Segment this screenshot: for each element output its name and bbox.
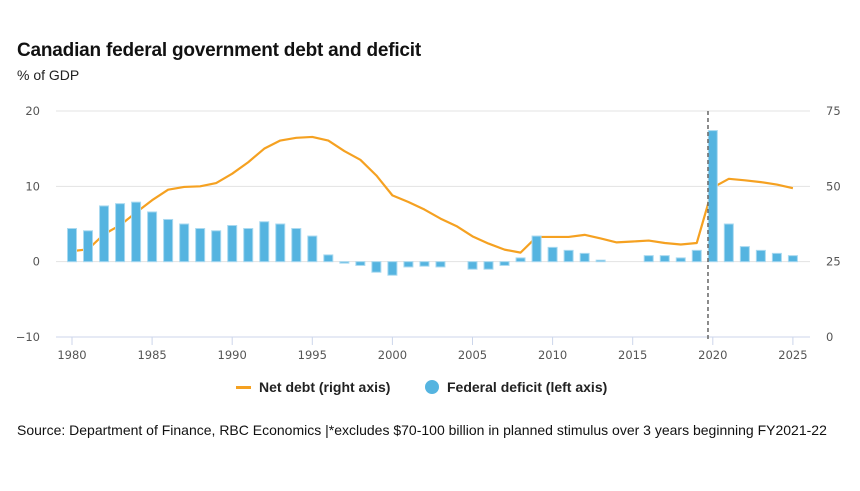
deficit-bar	[339, 261, 350, 264]
deficit-bar	[483, 261, 494, 270]
source-note: Source: Department of Finance, RBC Econo…	[17, 422, 827, 438]
deficit-bar	[403, 261, 414, 268]
deficit-bar	[675, 257, 686, 263]
deficit-bar	[195, 228, 206, 263]
deficit-bar	[131, 201, 142, 263]
left-tick-label: 10	[25, 179, 40, 193]
deficit-bar	[723, 223, 734, 263]
deficit-bar	[355, 261, 366, 266]
deficit-bar	[707, 130, 718, 263]
deficit-bar	[227, 225, 238, 263]
deficit-bar	[595, 259, 606, 263]
x-tick-label: 2015	[618, 348, 647, 362]
deficit-bar	[563, 249, 574, 263]
x-tick-label: 2010	[538, 348, 567, 362]
x-tick-label: 1990	[218, 348, 247, 362]
left-tick-label: −10	[16, 330, 40, 344]
left-tick-label: 20	[25, 104, 40, 118]
left-axis: 20 10 0 −10	[16, 104, 40, 344]
deficit-bar	[179, 223, 190, 263]
chart-title: Canadian federal government debt and def…	[17, 40, 421, 61]
deficit-bar	[83, 230, 94, 263]
deficit-bar	[99, 205, 110, 263]
deficit-bar	[275, 223, 286, 263]
x-tick-label: 2005	[458, 348, 487, 362]
left-tick-label: 0	[33, 255, 40, 269]
deficit-bar	[115, 203, 126, 263]
deficit-bar	[291, 228, 302, 263]
deficit-bar	[307, 235, 318, 263]
legend-item-federal-deficit[interactable]: Federal deficit (left axis)	[425, 379, 607, 395]
legend-label-federal-deficit: Federal deficit (left axis)	[447, 379, 608, 395]
x-tick-label: 2025	[778, 348, 807, 362]
right-axis: 75 50 25 0	[826, 104, 841, 344]
net-debt-series	[71, 135, 794, 254]
legend-label-net-debt: Net debt (right axis)	[259, 379, 391, 395]
deficit-bar	[691, 249, 702, 263]
deficit-bar	[467, 261, 478, 270]
deficit-bar	[547, 246, 558, 263]
right-tick-label: 0	[826, 330, 833, 344]
x-axis: 1980 1985 1990 1995 2000 2005 2010 2015 2020 2025	[56, 336, 810, 362]
deficit-bar	[211, 230, 222, 263]
deficit-bar	[787, 255, 798, 263]
net-debt-line	[71, 135, 794, 254]
deficit-bar	[643, 255, 654, 263]
x-tick-label: 1980	[57, 348, 86, 362]
deficit-bar	[579, 252, 590, 263]
deficit-bar	[531, 235, 542, 263]
federal-deficit-series	[67, 130, 798, 276]
right-tick-label: 50	[826, 179, 841, 193]
right-tick-label: 75	[826, 104, 841, 118]
deficit-bar	[323, 254, 334, 263]
x-tick-label: 2000	[378, 348, 407, 362]
deficit-bar	[259, 221, 270, 263]
legend: Net debt (right axis) Federal deficit (l…	[0, 379, 860, 401]
x-tick-label: 2020	[698, 348, 727, 362]
deficit-bar	[419, 261, 430, 267]
deficit-bar	[515, 257, 526, 263]
deficit-bar	[147, 211, 158, 263]
deficit-bar	[243, 228, 254, 263]
legend-item-net-debt[interactable]: Net debt (right axis)	[236, 379, 390, 395]
deficit-bar	[659, 255, 670, 263]
deficit-bar	[771, 252, 782, 263]
circle-swatch-icon	[425, 380, 439, 394]
x-tick-label: 1985	[137, 348, 166, 362]
deficit-bar	[371, 261, 382, 273]
deficit-bar	[163, 218, 174, 263]
deficit-bar	[755, 249, 766, 263]
deficit-bar	[739, 246, 750, 263]
chart-subtitle: % of GDP	[17, 67, 80, 83]
deficit-bar	[67, 228, 77, 263]
right-tick-label: 25	[826, 255, 841, 269]
deficit-bar	[499, 261, 510, 266]
x-tick-label: 1995	[298, 348, 327, 362]
deficit-bar	[435, 261, 446, 268]
line-swatch-icon	[236, 385, 251, 389]
deficit-bar	[387, 261, 398, 276]
